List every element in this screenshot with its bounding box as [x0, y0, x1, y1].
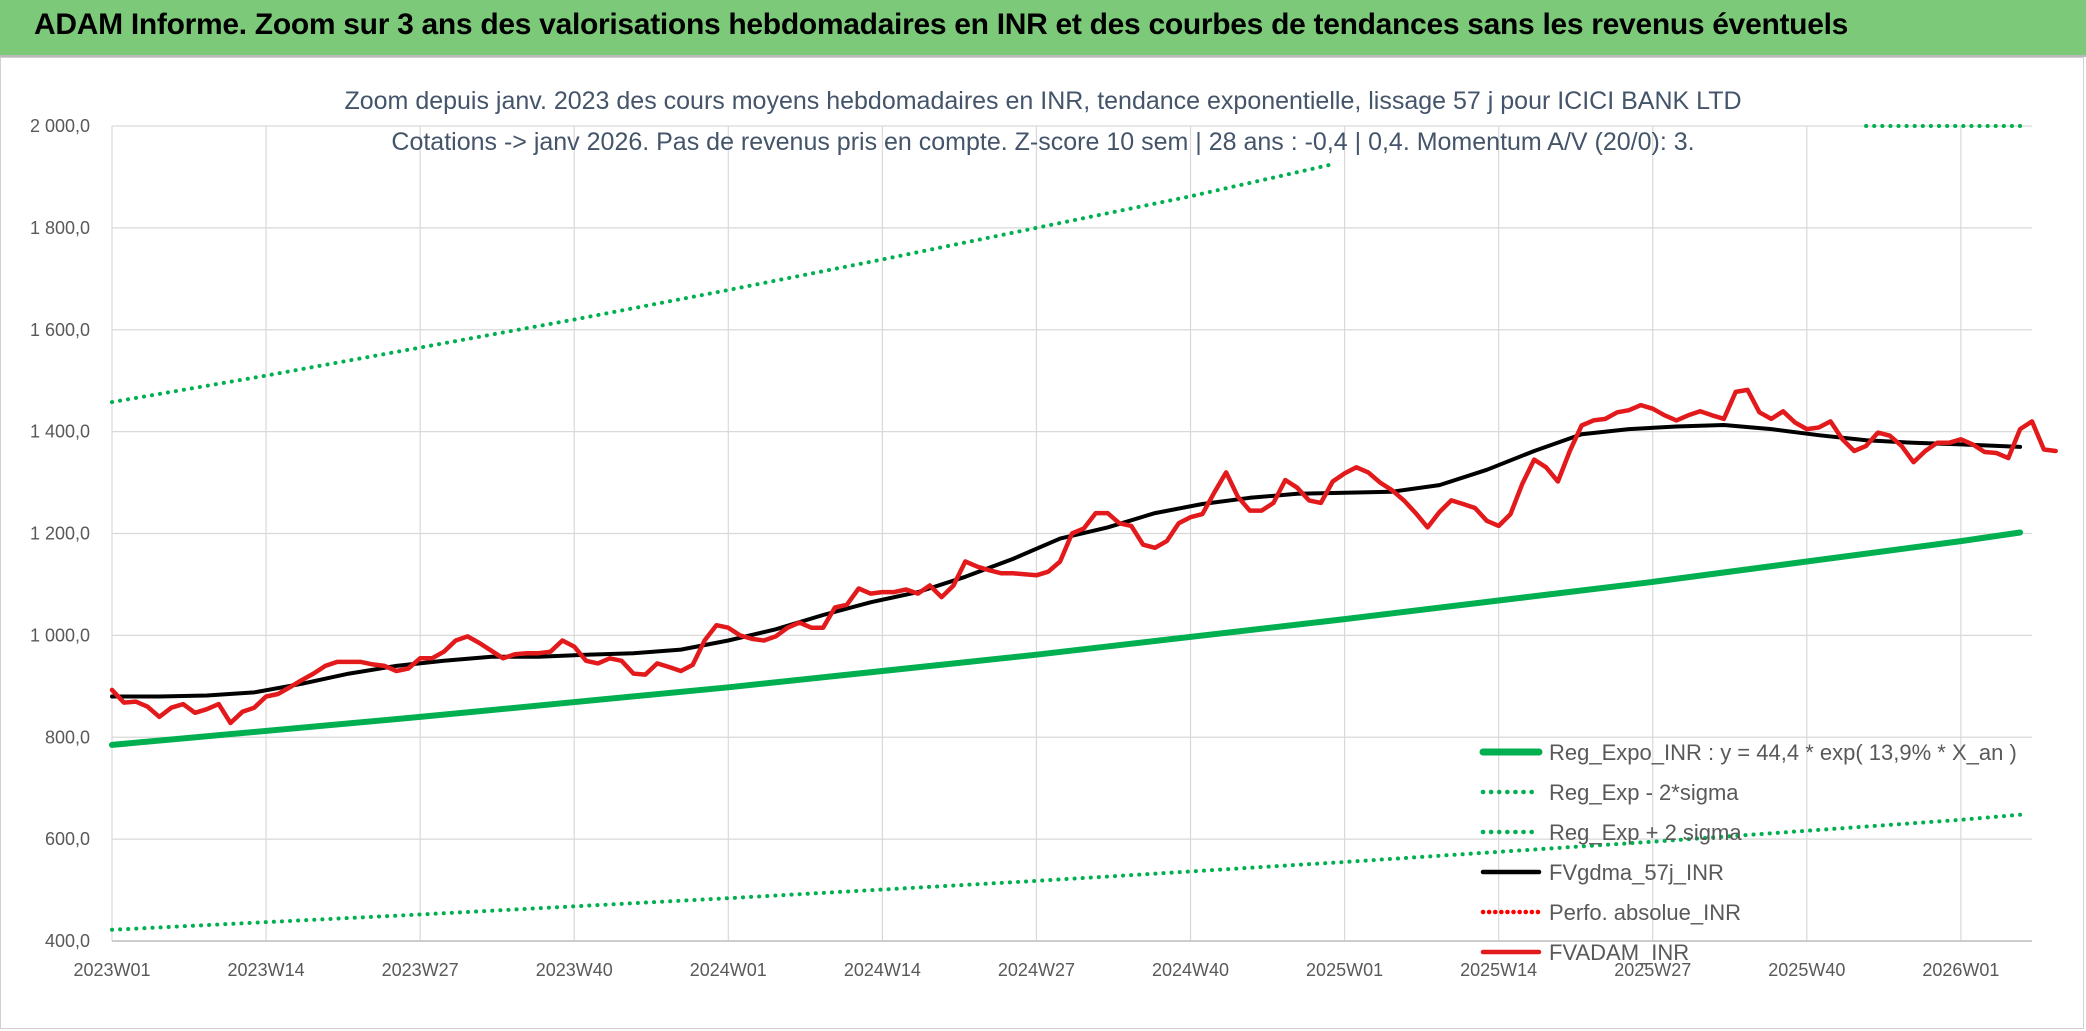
- line-chart: 400,0 600,0 800,0 1 000,0 1 200,0 1 400,0 1 60…: [30, 87, 2058, 980]
- y-tick-label: 1 800,0: [30, 218, 90, 238]
- x-tick-label: 2025W27: [1614, 960, 1691, 980]
- y-tick-label: 600,0: [45, 829, 90, 849]
- x-tick-label: 2025W01: [1306, 960, 1383, 980]
- y-tick-label: 1 200,0: [30, 524, 90, 544]
- y-tick-label: 1 400,0: [30, 422, 90, 442]
- x-tick-label: 2023W27: [382, 960, 459, 980]
- fvadam-line: [109, 387, 2058, 726]
- x-tick-label: 2025W40: [1768, 960, 1845, 980]
- legend-label: Perfo. absolue_INR: [1549, 900, 1741, 925]
- x-tick-label: 2026W01: [1922, 960, 1999, 980]
- x-tick-label: 2024W01: [690, 960, 767, 980]
- report-banner: ADAM Informe. Zoom sur 3 ans des valoris…: [0, 0, 2086, 57]
- chart-subtitle: Cotations -> janv 2026. Pas de revenus p…: [391, 128, 1694, 156]
- axes: 400,0 600,0 800,0 1 000,0 1 200,0 1 400,0 1 60…: [30, 116, 2032, 980]
- legend: Reg_Expo_INR : y = 44,4 * exp( 13,9% * X…: [1479, 740, 2017, 965]
- reg-exp-plus-2sigma-line: [110, 124, 2023, 405]
- x-tick-label: 2024W40: [1152, 960, 1229, 980]
- x-tick-label: 2023W40: [536, 960, 613, 980]
- y-tick-label: 1 000,0: [30, 625, 90, 645]
- report-title: ADAM Informe. Zoom sur 3 ans des valoris…: [34, 8, 1848, 41]
- y-tick-label: 1 600,0: [30, 320, 90, 340]
- x-tick-label: 2024W14: [844, 960, 921, 980]
- grid-lines: [111, 125, 2032, 942]
- legend-label: FVgdma_57j_INR: [1549, 860, 1724, 885]
- x-tick-label: 2025W14: [1460, 960, 1537, 980]
- chart-frame: 400,0 600,0 800,0 1 000,0 1 200,0 1 400,0 1 60…: [0, 57, 2084, 1029]
- legend-label: FVADAM_INR: [1549, 940, 1689, 965]
- series-layer: [109, 124, 2058, 932]
- y-tick-label: 800,0: [45, 727, 90, 747]
- x-tick-label: 2023W14: [228, 960, 305, 980]
- y-tick-label: 400,0: [45, 931, 90, 951]
- legend-label: Reg_Exp + 2 sigma: [1549, 820, 1742, 845]
- legend-label: Reg_Expo_INR : y = 44,4 * exp( 13,9% * X…: [1549, 740, 2017, 765]
- x-tick-label: 2024W27: [998, 960, 1075, 980]
- y-tick-label: 2 000,0: [30, 116, 90, 136]
- fvgdma-57j-line: [110, 423, 2023, 699]
- chart-title: Zoom depuis janv. 2023 des cours moyens …: [344, 87, 1741, 115]
- x-tick-label: 2023W01: [73, 960, 150, 980]
- chart-titles: Zoom depuis janv. 2023 des cours moyens …: [344, 87, 1741, 156]
- reg-expo-line: [109, 529, 2024, 748]
- legend-label: Reg_Exp - 2*sigma: [1549, 780, 1739, 805]
